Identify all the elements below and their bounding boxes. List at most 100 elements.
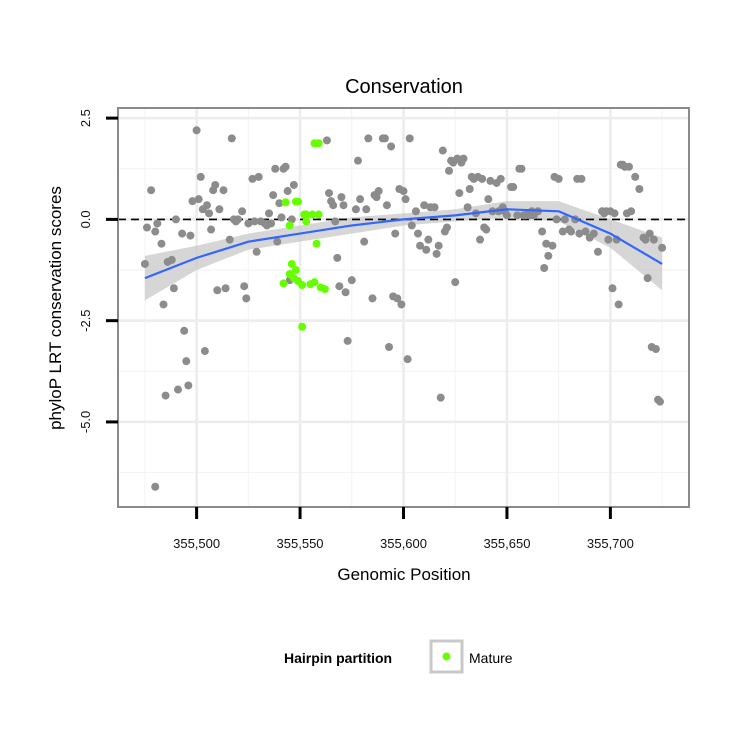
data-point xyxy=(401,195,410,204)
data-point xyxy=(233,215,242,224)
data-point xyxy=(476,235,485,244)
data-point xyxy=(459,154,468,163)
y-tick-label: -5.0 xyxy=(78,411,93,433)
data-point-mature xyxy=(287,259,296,268)
data-point xyxy=(202,201,211,210)
data-point xyxy=(391,229,400,238)
legend-mature-dot xyxy=(442,652,451,661)
data-point xyxy=(200,347,209,356)
data-point xyxy=(277,213,286,222)
data-point-mature xyxy=(298,322,307,331)
data-point xyxy=(335,282,344,291)
data-point xyxy=(397,300,406,309)
data-point xyxy=(416,241,425,250)
legend-label-mature: Mature xyxy=(469,650,513,666)
data-point xyxy=(186,231,195,240)
legend-title: Hairpin partition xyxy=(284,650,392,666)
data-point xyxy=(399,187,408,196)
data-point xyxy=(445,166,454,175)
data-point xyxy=(182,357,191,366)
data-point xyxy=(287,215,296,224)
data-point xyxy=(254,172,263,181)
data-point xyxy=(554,174,563,183)
data-point xyxy=(227,134,236,143)
data-point xyxy=(424,235,433,244)
data-point xyxy=(194,195,203,204)
data-point xyxy=(581,227,590,236)
x-tick-label: 355,650 xyxy=(483,536,530,551)
y-tick-label: 2.5 xyxy=(78,109,93,127)
data-point xyxy=(405,134,414,143)
data-point xyxy=(167,255,176,264)
data-point xyxy=(244,219,253,228)
data-point xyxy=(478,174,487,183)
data-point xyxy=(413,229,422,238)
data-point xyxy=(333,253,342,262)
data-point xyxy=(238,207,247,216)
data-point xyxy=(240,282,249,291)
data-point-mature xyxy=(312,239,321,248)
data-point xyxy=(614,300,623,309)
data-point-mature xyxy=(281,198,290,207)
data-point xyxy=(153,219,162,228)
data-point xyxy=(343,336,352,345)
data-point xyxy=(339,201,348,210)
data-point xyxy=(645,229,654,238)
data-point xyxy=(275,199,284,208)
data-point xyxy=(575,229,584,238)
data-point xyxy=(140,259,149,268)
data-point xyxy=(577,174,586,183)
data-point xyxy=(147,186,156,195)
data-point xyxy=(513,211,522,220)
data-point xyxy=(360,237,369,246)
data-point xyxy=(382,201,391,210)
data-point xyxy=(171,215,180,224)
data-point xyxy=(329,201,338,210)
data-point xyxy=(486,176,495,185)
data-point xyxy=(184,381,193,390)
data-point xyxy=(213,286,222,295)
data-point xyxy=(567,227,576,236)
data-point xyxy=(560,215,569,224)
data-point xyxy=(432,249,441,258)
data-point xyxy=(517,164,526,173)
data-point xyxy=(436,393,445,402)
data-point xyxy=(538,227,547,236)
data-point-mature xyxy=(298,281,307,290)
x-tick-label: 355,500 xyxy=(173,536,220,551)
data-point-mature xyxy=(302,210,311,219)
data-point xyxy=(502,211,511,220)
data-point xyxy=(548,241,557,250)
data-point-mature xyxy=(314,139,323,148)
data-point xyxy=(558,227,567,236)
data-point xyxy=(374,187,383,196)
data-point-mature xyxy=(293,197,302,206)
data-point xyxy=(434,241,443,250)
data-point-mature xyxy=(279,279,288,288)
x-tick-label: 355,600 xyxy=(380,536,427,551)
data-point xyxy=(411,207,420,216)
data-point xyxy=(422,245,431,254)
data-point xyxy=(540,264,549,273)
plot-panel xyxy=(118,108,689,507)
data-point xyxy=(151,482,160,491)
data-point xyxy=(157,239,166,248)
smooth-trend-line xyxy=(144,208,663,280)
data-point xyxy=(142,223,151,232)
data-point xyxy=(542,239,551,248)
data-point xyxy=(265,209,274,218)
confidence-band xyxy=(144,201,663,301)
data-point xyxy=(362,205,371,214)
data-point xyxy=(544,251,553,260)
data-point xyxy=(430,203,439,212)
plot-axes: 355,500 355,550 355,600 355,650 355,700 2.5 0.… xyxy=(78,107,690,551)
data-point xyxy=(269,191,278,200)
data-point xyxy=(403,355,412,364)
data-point xyxy=(385,342,394,351)
data-point xyxy=(368,294,377,303)
data-point xyxy=(465,185,474,194)
data-point xyxy=(387,142,396,151)
data-point xyxy=(205,209,214,218)
data-point xyxy=(393,294,402,303)
